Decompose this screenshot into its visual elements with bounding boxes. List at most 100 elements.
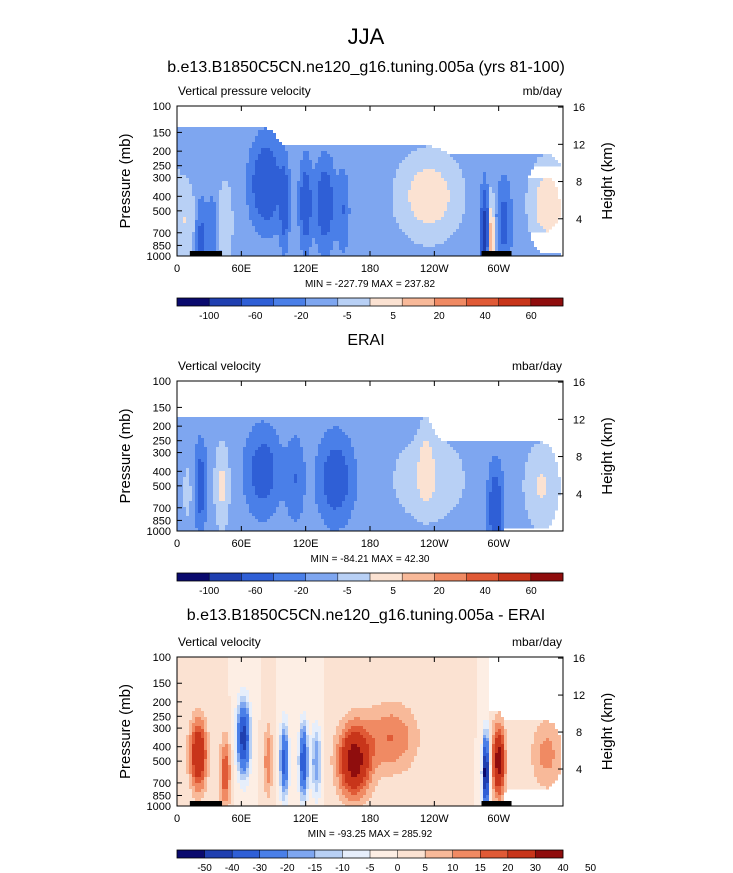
contour-cell [507,238,513,242]
contour-cell [495,762,501,766]
contour-cell [255,450,270,454]
contour-cell [279,166,282,170]
contour-cell [276,762,279,766]
contour-cell [177,768,186,772]
contour-cell [198,441,204,445]
contour-cell [525,471,558,475]
contour-cell [291,744,297,748]
contour-cell [279,777,282,781]
contour-cell [279,771,282,775]
contour-cell [501,783,504,787]
contour-cell [342,789,348,793]
contour-cell [504,525,534,529]
contour-cell [312,241,315,245]
colorbar-label: -5 [343,586,352,597]
contour-cell [273,211,279,215]
contour-cell [189,510,195,514]
contour-cell [357,486,393,490]
contour-cell [306,723,309,727]
contour-cell [219,235,231,239]
contour-cell [177,666,228,670]
contour-cell [324,699,477,703]
contour-cell [246,726,249,730]
contour-cell [504,495,525,499]
contour-cell [312,744,315,748]
contour-cell [312,780,321,784]
contour-cell [222,184,228,188]
contour-cell [240,735,246,739]
contour-cell [297,199,300,203]
colorbar-label: 15 [475,863,487,873]
contour-cell [294,435,297,439]
contour-cell [321,741,324,745]
contour-cell [495,220,498,224]
contour-cell [255,139,279,143]
contour-cell [537,157,555,161]
contour-cell [489,241,492,245]
contour-cell [318,786,321,790]
contour-cell [204,762,207,766]
contour-cell [534,771,561,775]
contour-cell [204,765,207,769]
contour-cell [537,486,546,490]
contour-cell [195,735,201,739]
contour-cell [240,732,246,736]
contour-cell [237,741,240,745]
contour-cell [357,474,393,478]
contour-cell [192,193,219,197]
contour-cell [486,507,489,511]
units-label: mb/day [523,84,562,98]
contour-cell [501,792,504,796]
contour-cell [177,678,228,682]
contour-cell [177,789,192,793]
contour-cell [267,750,270,754]
contour-cell [177,474,186,478]
contour-cell [486,235,489,239]
contour-cell [270,792,276,796]
contour-cell [177,657,228,661]
contour-cell [525,208,537,212]
contour-cell [270,759,273,763]
contour-cell [252,750,258,754]
contour-cell [486,522,489,526]
contour-cell [249,205,255,209]
contour-cell [234,759,237,763]
contour-cell [345,205,348,209]
contour-cell [318,759,321,763]
contour-cell [231,765,234,769]
contour-cell [273,774,276,778]
contour-cell [534,768,561,772]
contour-cell [246,735,249,739]
contour-cell [459,163,534,167]
contour-cell [348,214,393,218]
contour-cell [321,232,327,236]
contour-cell [411,184,447,188]
contour-cell [231,768,234,772]
contour-cell [369,732,408,736]
colorbar-bin [259,850,288,858]
y-tick-label: 400 [153,742,171,754]
contour-cell [498,480,504,484]
contour-cell [303,711,306,715]
contour-cell [198,238,204,242]
contour-cell [504,477,525,481]
contour-cell [177,175,186,179]
contour-cell [285,789,288,793]
contour-cell [411,762,474,766]
contour-cell [528,187,537,191]
contour-cell [231,741,234,745]
contour-cell [378,780,474,784]
contour-cell [240,744,243,748]
contour-cell [309,762,312,766]
contour-cell [285,756,288,760]
contour-cell [492,459,501,463]
contour-cell [480,187,489,191]
contour-cell [408,741,420,745]
contour-cell [348,765,360,769]
contour-cell [462,492,486,496]
contour-cell [318,453,330,457]
contour-cell [216,447,228,451]
contour-cell [339,172,345,176]
contour-cell [306,774,309,778]
contour-cell [258,744,264,748]
